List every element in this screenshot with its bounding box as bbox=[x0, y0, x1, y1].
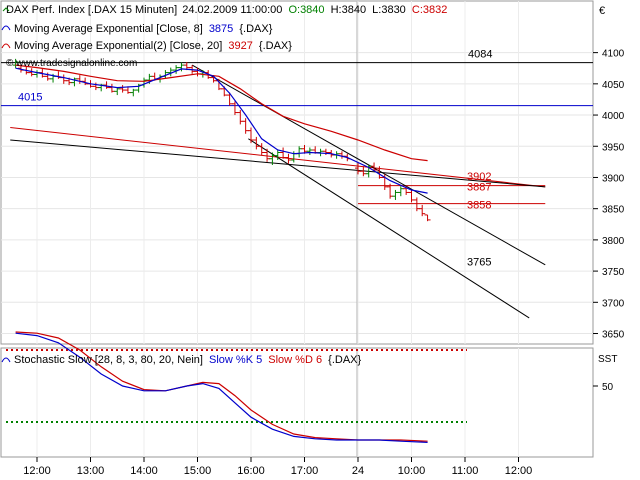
price-grid bbox=[1, 1, 593, 344]
y-tick-label: 4100 bbox=[602, 49, 625, 60]
x-tick-label: 15:00 bbox=[184, 465, 212, 477]
y-tick-label: 3900 bbox=[602, 173, 625, 184]
ema-slow-line bbox=[15, 64, 428, 162]
stoch-header: Stochastic Slow [28, 8, 3, 80, 20, Nein]… bbox=[1, 354, 617, 366]
watermark: © www.tradesignalonline.com bbox=[6, 58, 137, 69]
y-tick-label: 3950 bbox=[602, 142, 625, 153]
series-title: DAX Perf. Index [.DAX 15 Minuten] 24.02.… bbox=[6, 4, 447, 16]
currency-symbol: € bbox=[599, 5, 605, 17]
x-tick-label: 10:00 bbox=[398, 465, 426, 477]
x-tick-label: 24 bbox=[352, 465, 364, 477]
y-tick-label: 3800 bbox=[602, 236, 625, 247]
stoch-k-line bbox=[15, 332, 428, 443]
x-tick-label: 12:00 bbox=[505, 465, 533, 477]
trendline bbox=[248, 138, 530, 319]
stoch-axis-label: SST bbox=[598, 354, 617, 365]
level-label: 4015 bbox=[18, 92, 42, 104]
stoch-y-tick-label: 50 bbox=[602, 382, 614, 393]
x-tick-label: 12:00 bbox=[23, 465, 51, 477]
y-tick-label: 3700 bbox=[602, 298, 625, 309]
y-tick-label: 3850 bbox=[602, 205, 625, 216]
trendline bbox=[10, 139, 546, 188]
y-tick-label: 3650 bbox=[602, 330, 625, 341]
x-tick-label: 11:00 bbox=[452, 465, 479, 477]
x-tick-label: 13:00 bbox=[77, 465, 105, 477]
price-panel-frame bbox=[0, 0, 594, 345]
candle bbox=[419, 204, 426, 217]
ema-fast-legend: Moving Average Exponential [Close, 8] 38… bbox=[14, 23, 273, 35]
ema-slow-legend: Moving Average Exponential(2) [Close, 20… bbox=[14, 40, 292, 52]
header: DAX Perf. Index [.DAX 15 Minuten] 24.02.… bbox=[1, 4, 605, 69]
level-tag: 3902 bbox=[467, 171, 491, 183]
x-tick-label: 16:00 bbox=[237, 465, 265, 477]
level-labels: 4084 4015 3887 3858 3902 3765 bbox=[18, 49, 492, 269]
stoch-y-axis: 50 bbox=[593, 382, 614, 393]
ema-fast-line bbox=[15, 67, 428, 194]
level-label: 3858 bbox=[467, 200, 491, 212]
candle bbox=[424, 214, 431, 222]
level-label: 3887 bbox=[467, 182, 491, 194]
stoch-legend: Stochastic Slow [28, 8, 3, 80, 20, Nein]… bbox=[14, 354, 361, 366]
time-x-axis: 12:00 13:00 14:00 15:00 16:00 17:00 24 10:00 11:… bbox=[23, 457, 532, 477]
candle bbox=[12, 58, 19, 69]
ma-slow-icon bbox=[1, 43, 11, 49]
ma-fast-icon bbox=[1, 25, 11, 31]
x-tick-label: 17:00 bbox=[291, 465, 319, 477]
level-tag: 3765 bbox=[467, 257, 491, 269]
candle-icon bbox=[2, 7, 10, 12]
x-tick-label: 14:00 bbox=[130, 465, 158, 477]
y-tick-label: 3750 bbox=[602, 267, 625, 278]
stoch-lines bbox=[6, 331, 467, 443]
moving-averages bbox=[15, 64, 428, 194]
y-tick-label: 4050 bbox=[602, 80, 625, 91]
stoch-icon bbox=[1, 357, 11, 363]
y-tick-label: 4000 bbox=[602, 111, 625, 122]
level-label: 4084 bbox=[468, 49, 492, 61]
stoch-grid bbox=[36, 348, 519, 457]
price-y-axis: 3650 3700 3750 3800 3850 3900 3950 4000 4050 4100 bbox=[593, 49, 625, 341]
price-levels bbox=[1, 62, 593, 205]
